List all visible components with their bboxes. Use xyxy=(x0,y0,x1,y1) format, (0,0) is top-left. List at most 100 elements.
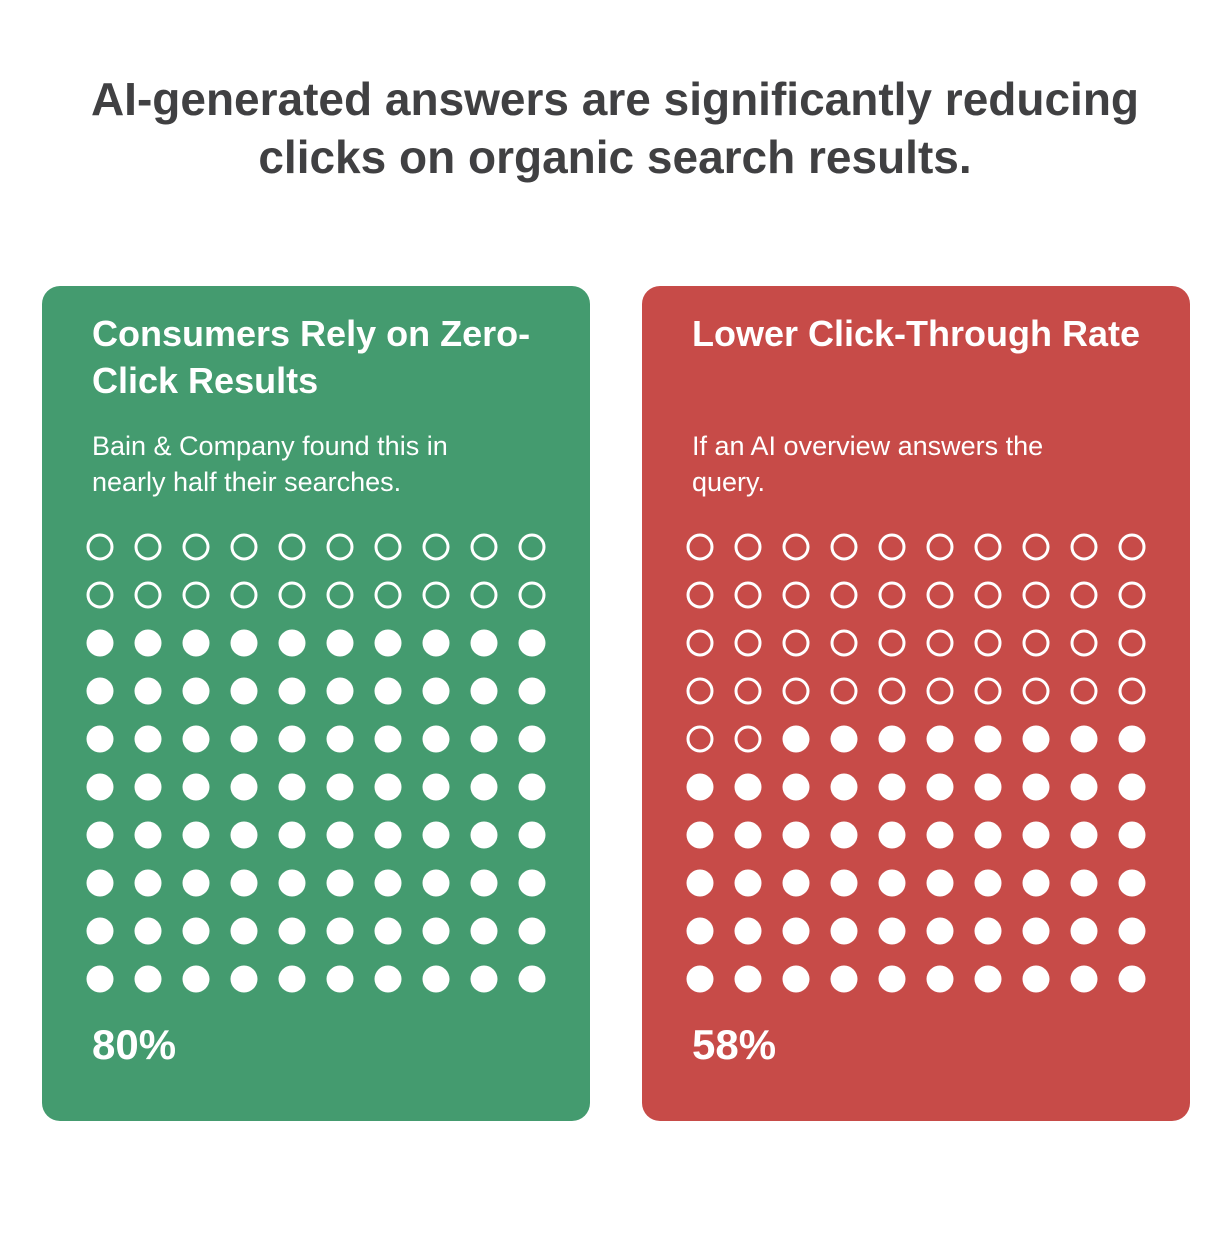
filled-dot xyxy=(878,725,906,753)
filled-dot xyxy=(182,629,210,657)
filled-dot xyxy=(470,869,498,897)
filled-dot xyxy=(86,965,114,993)
filled-dot xyxy=(374,869,402,897)
empty-dot xyxy=(1070,677,1098,705)
filled-dot xyxy=(1022,869,1050,897)
filled-dot xyxy=(278,629,306,657)
empty-dot xyxy=(134,533,162,561)
filled-dot xyxy=(830,773,858,801)
filled-dot xyxy=(686,917,714,945)
filled-dot xyxy=(422,965,450,993)
empty-dot xyxy=(926,581,954,609)
empty-dot xyxy=(182,581,210,609)
empty-dot xyxy=(782,581,810,609)
filled-dot xyxy=(830,821,858,849)
filled-dot xyxy=(782,725,810,753)
empty-dot xyxy=(878,581,906,609)
filled-dot xyxy=(86,677,114,705)
empty-dot xyxy=(278,581,306,609)
filled-dot xyxy=(1070,917,1098,945)
filled-dot xyxy=(374,677,402,705)
filled-dot xyxy=(230,965,258,993)
filled-dot xyxy=(1070,725,1098,753)
filled-dot xyxy=(230,725,258,753)
empty-dot xyxy=(1022,677,1050,705)
filled-dot xyxy=(518,725,546,753)
empty-dot xyxy=(686,581,714,609)
filled-dot xyxy=(518,869,546,897)
filled-dot xyxy=(326,677,354,705)
empty-dot xyxy=(134,581,162,609)
filled-dot xyxy=(1070,821,1098,849)
filled-dot xyxy=(470,917,498,945)
filled-dot xyxy=(86,869,114,897)
filled-dot xyxy=(278,773,306,801)
filled-dot xyxy=(134,629,162,657)
filled-dot xyxy=(1118,725,1146,753)
empty-dot xyxy=(230,581,258,609)
filled-dot xyxy=(974,917,1002,945)
zero-click-percentage: 80% xyxy=(92,1021,177,1068)
empty-dot xyxy=(1118,677,1146,705)
empty-dot xyxy=(926,677,954,705)
filled-dot xyxy=(1118,917,1146,945)
empty-dot xyxy=(230,533,258,561)
empty-dot xyxy=(782,677,810,705)
empty-dot xyxy=(518,533,546,561)
filled-dot xyxy=(134,917,162,945)
filled-dot xyxy=(830,725,858,753)
empty-dot xyxy=(878,677,906,705)
filled-dot xyxy=(470,773,498,801)
filled-dot xyxy=(470,677,498,705)
zero-click-card-title: Consumers Rely on Zero-Click Results xyxy=(92,313,531,401)
empty-dot xyxy=(830,677,858,705)
filled-dot xyxy=(782,773,810,801)
filled-dot xyxy=(878,965,906,993)
filled-dot xyxy=(182,677,210,705)
empty-dot xyxy=(782,629,810,657)
empty-dot xyxy=(686,533,714,561)
filled-dot xyxy=(326,821,354,849)
zero-click-dot-grid xyxy=(86,533,546,993)
filled-dot xyxy=(926,773,954,801)
filled-dot xyxy=(926,821,954,849)
filled-dot xyxy=(1070,869,1098,897)
filled-dot xyxy=(326,773,354,801)
empty-dot xyxy=(326,533,354,561)
filled-dot xyxy=(278,725,306,753)
filled-dot xyxy=(518,629,546,657)
filled-dot xyxy=(782,869,810,897)
empty-dot xyxy=(422,581,450,609)
filled-dot xyxy=(422,725,450,753)
filled-dot xyxy=(926,869,954,897)
filled-dot xyxy=(518,773,546,801)
empty-dot xyxy=(974,533,1002,561)
filled-dot xyxy=(470,965,498,993)
filled-dot xyxy=(734,869,762,897)
empty-dot xyxy=(782,533,810,561)
filled-dot xyxy=(230,629,258,657)
filled-dot xyxy=(974,773,1002,801)
filled-dot xyxy=(1118,965,1146,993)
filled-dot xyxy=(182,869,210,897)
click-through-card-title: Lower Click-Through Rate xyxy=(692,313,1141,354)
filled-dot xyxy=(782,821,810,849)
empty-dot xyxy=(470,533,498,561)
empty-dot xyxy=(974,677,1002,705)
filled-dot xyxy=(470,821,498,849)
filled-dot xyxy=(878,821,906,849)
filled-dot xyxy=(134,773,162,801)
filled-dot xyxy=(134,725,162,753)
empty-dot xyxy=(878,629,906,657)
filled-dot xyxy=(278,917,306,945)
empty-dot xyxy=(734,581,762,609)
click-through-card-description: If an AI overview answers the query. xyxy=(692,431,1044,497)
filled-dot xyxy=(374,965,402,993)
empty-dot xyxy=(734,629,762,657)
filled-dot xyxy=(734,917,762,945)
filled-dot xyxy=(326,725,354,753)
filled-dot xyxy=(1022,725,1050,753)
empty-dot xyxy=(686,629,714,657)
filled-dot xyxy=(518,917,546,945)
filled-dot xyxy=(326,965,354,993)
